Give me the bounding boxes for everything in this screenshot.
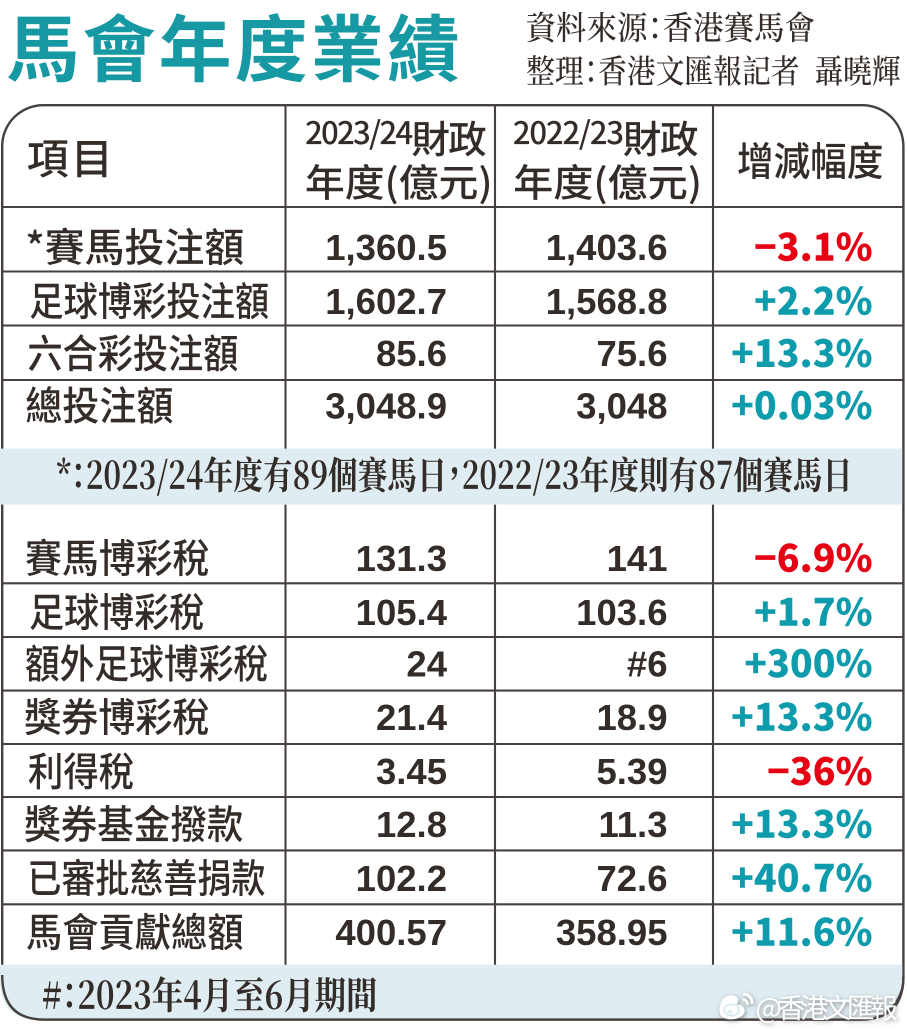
svg-text:105.4: 105.4	[356, 592, 448, 633]
svg-text:12.8: 12.8	[376, 804, 447, 845]
svg-text:102.2: 102.2	[356, 858, 447, 899]
svg-text:1,403.6: 1,403.6	[546, 227, 668, 268]
svg-text:1,568.8: 1,568.8	[546, 281, 668, 322]
svg-text:75.6: 75.6	[596, 333, 667, 374]
svg-text:3,048: 3,048	[576, 385, 667, 426]
svg-text:11.3: 11.3	[598, 804, 667, 845]
svg-text:21.4: 21.4	[376, 697, 448, 738]
svg-text:85.6: 85.6	[376, 333, 447, 374]
svg-text:24: 24	[406, 643, 447, 684]
svg-text:131.3: 131.3	[356, 538, 447, 579]
svg-text:3,048.9: 3,048.9	[325, 385, 447, 426]
svg-text:#6: #6	[627, 643, 668, 684]
svg-text:3.45: 3.45	[376, 751, 447, 792]
svg-text:5.39: 5.39	[596, 751, 667, 792]
svg-text:18.9: 18.9	[596, 697, 667, 738]
svg-text:103.6: 103.6	[576, 592, 667, 633]
svg-text:400.57: 400.57	[335, 912, 447, 953]
svg-text:1,602.7: 1,602.7	[325, 281, 447, 322]
svg-text:72.6: 72.6	[596, 858, 667, 899]
svg-text:358.95: 358.95	[556, 912, 668, 953]
svg-text:141: 141	[607, 538, 668, 579]
svg-text:1,360.5: 1,360.5	[325, 227, 447, 268]
